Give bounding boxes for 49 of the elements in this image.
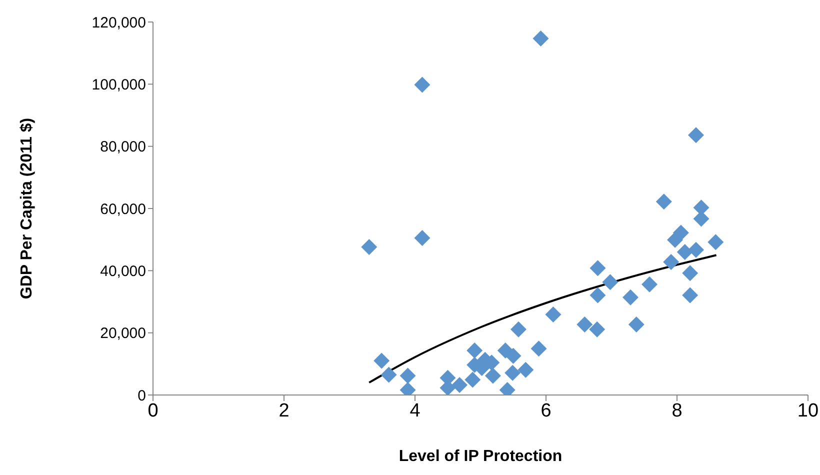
point	[530, 340, 547, 357]
point	[505, 348, 522, 364]
point	[414, 76, 430, 93]
y-tick-label: 40,000	[100, 262, 146, 280]
point	[622, 289, 638, 306]
point	[532, 30, 549, 46]
point	[504, 364, 521, 381]
point	[414, 230, 430, 246]
point	[400, 368, 416, 384]
point	[374, 352, 390, 369]
x-tick-label: 4	[410, 400, 421, 422]
point	[452, 377, 468, 394]
point	[484, 368, 501, 384]
x-tick-label: 2	[278, 400, 290, 422]
point	[656, 194, 672, 210]
point	[628, 316, 644, 332]
point	[602, 274, 618, 290]
point	[641, 276, 658, 292]
x-tick-label: 8	[672, 400, 682, 422]
point	[682, 287, 698, 304]
point	[589, 321, 606, 338]
y-axis-title: GDP Per Capita (2011 $)	[18, 118, 36, 300]
point	[380, 366, 397, 383]
point	[510, 321, 526, 338]
line-series	[368, 254, 718, 384]
point	[688, 127, 704, 144]
x-tick-label: 6	[540, 400, 552, 422]
point	[676, 244, 693, 260]
point	[464, 372, 481, 388]
point	[667, 232, 684, 248]
y-tick-label: 80,000	[100, 138, 146, 156]
point	[663, 254, 680, 270]
point	[576, 316, 593, 332]
point	[682, 265, 698, 282]
point	[590, 287, 606, 304]
point	[688, 242, 704, 258]
point	[466, 342, 483, 359]
point	[590, 260, 606, 276]
y-tick-label: 0	[138, 387, 146, 404]
y-tick-label: 120,000	[92, 14, 146, 32]
point	[708, 234, 724, 250]
y-tick-label: 20,000	[100, 325, 146, 342]
point	[545, 306, 562, 322]
x-axis-title: Level of IP Protection	[398, 448, 562, 465]
y-tick-label: 100,000	[92, 76, 146, 94]
x-tick-label: 10	[797, 400, 819, 422]
point	[518, 362, 534, 378]
y-tick-label: 60,000	[100, 200, 146, 218]
point	[361, 239, 378, 256]
